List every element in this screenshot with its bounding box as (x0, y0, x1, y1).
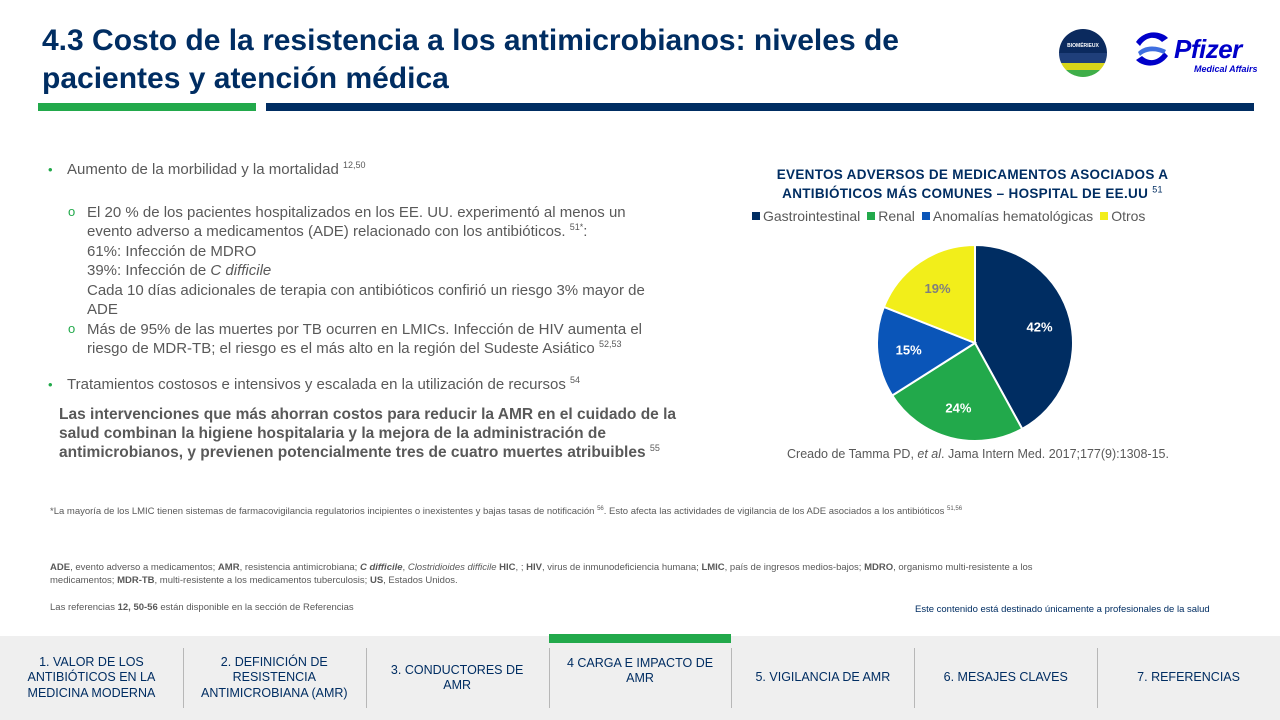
legend-label: Renal (878, 208, 915, 224)
legend-item: Gastrointestinal (752, 208, 860, 224)
pie-slice (882, 243, 976, 345)
legend-item: Otros (1100, 208, 1145, 224)
nav-tab-definicion[interactable]: 2. DEFINICIÓN DE RESISTENCIA ANTIMICROBI… (182, 636, 366, 720)
section-navigation: 1. VALOR DE LOS ANTIBIÓTICOS EN LA MEDIC… (0, 634, 1280, 720)
nav-tab-valor[interactable]: 1. VALOR DE LOS ANTIBIÓTICOS EN LA MEDIC… (27, 654, 156, 700)
bullet-item: Aumento de la morbilidad y la mortalidad… (48, 160, 698, 180)
legend-label: Anomalías hematológicas (932, 208, 1094, 224)
sub-bullet-group: El 20 % de los pacientes hospitalizados … (48, 202, 698, 359)
legend-swatch (867, 212, 876, 220)
pie-slice (890, 341, 1024, 442)
sub-bullet-item: El 20 % de los pacientes hospitalizados … (48, 202, 698, 320)
sub-bullet-item: Más de 95% de las muertes por TB ocurren… (48, 319, 698, 359)
abbreviations: ADE, evento adverso a medicamentos; AMR,… (50, 562, 1033, 586)
sub-bullet-line: Cada 10 días adicionales de terapia con … (87, 281, 645, 299)
pfizer-wordmark: Pfizer (1174, 34, 1242, 64)
bullet-ref: 54 (570, 374, 581, 385)
references-note: Las referencias 12, 50-56 están disponib… (50, 602, 354, 613)
sub-bullet-line: riesgo de MDR-TB; el riesgo es el más al… (87, 339, 622, 358)
title-line-2: pacientes y atención médica (42, 62, 449, 95)
chart-legend: Gastrointestinal Renal Anomalías hematológ… (752, 208, 1232, 224)
nav-tab-mensajes[interactable]: 6. MESAJES CLAVES (914, 636, 1097, 720)
key-message-line: Las intervenciones que más ahorran costo… (59, 406, 677, 423)
sub-bullet-line: evento adverso a medicamentos (ADE) rela… (87, 222, 588, 241)
pie-slice-label: 24% (945, 401, 971, 416)
sub-bullet-line: 39%: Infección de C difficile (87, 262, 272, 279)
pie-slice-label: 19% (925, 281, 951, 296)
nav-tab-referencias[interactable]: 7. REFERENCIAS (1097, 636, 1280, 720)
key-message: Las intervenciones que más ahorran costo… (59, 405, 709, 462)
legend-swatch (921, 212, 930, 220)
pfizer-helix-icon (1136, 32, 1168, 66)
sub-bullet-line: Más de 95% de las muertes por TB ocurren… (87, 320, 642, 338)
chart-title-line: EVENTOS ADVERSOS DE MEDICAMENTOS ASOCIAD… (776, 167, 1169, 182)
biomerieux-logo: BIOMÉRIEUX (1059, 29, 1107, 77)
legend-label: Gastrointestinal (763, 208, 861, 224)
pie-slice-label: 42% (1027, 319, 1053, 334)
legend-item: Renal (867, 208, 915, 224)
key-message-line: salud combinan la higiene hospitalaria y… (59, 425, 606, 442)
footnote: *La mayoría de los LMIC tienen sistemas … (50, 505, 963, 517)
title-divider-navy (266, 103, 1254, 111)
nav-tab-vigilancia[interactable]: 5. VIGILANCIA DE AMR (731, 636, 914, 720)
biomerieux-wordmark: BIOMÉRIEUX (1067, 41, 1099, 49)
nav-tab-conductores[interactable]: 3. CONDUCTORES DE AMR (365, 636, 549, 720)
nav-tab-carga-active[interactable]: 4 CARGA E IMPACTO DE AMR (548, 634, 732, 720)
pfizer-subtitle: Medical Affairs (1194, 64, 1258, 74)
bullet-list: Aumento de la morbilidad y la mortalidad… (48, 160, 698, 417)
sub-bullet-line: 61%: Infección de MDRO (87, 242, 257, 260)
sub-bullet-line: El 20 % de los pacientes hospitalizados … (87, 203, 626, 221)
legend-swatch (1100, 212, 1109, 220)
page-title: 4.3 Costo de la resistencia a los antimi… (42, 22, 1002, 98)
chart-source: Creado de Tamma PD, et al. Jama Intern M… (787, 447, 1169, 461)
pie-slice (876, 305, 978, 397)
bullet-text: Tratamientos costosos e intensivos y esc… (67, 375, 566, 393)
key-message-line: antimicrobianos, y previenen potencialme… (59, 442, 660, 461)
sub-bullet-line: ADE (87, 301, 118, 318)
bullet-ref: 12,50 (342, 160, 366, 170)
chart-title-line: ANTIBIÓTICOS MÁS COMUNES – HOSPITAL DE E… (782, 184, 1163, 201)
bullet-text: Aumento de la morbilidad y la mortalidad (67, 161, 339, 178)
chart-title: EVENTOS ADVERSOS DE MEDICAMENTOS ASOCIAD… (745, 165, 1200, 203)
legend-item: Anomalías hematológicas (921, 208, 1094, 224)
disclaimer: Este contenido está destinado únicamente… (915, 604, 1210, 615)
pie-slice-label: 15% (896, 342, 922, 357)
title-divider-green (38, 103, 256, 111)
title-line-1: 4.3 Costo de la resistencia a los antimi… (42, 24, 899, 57)
legend-label: Otros (1111, 208, 1146, 224)
pie-chart: 42% 24% 15% 19% (876, 243, 1074, 442)
pie-slice (974, 243, 1074, 431)
legend-swatch (752, 212, 760, 220)
pfizer-logo: Pfizer Medical Affairs (1132, 28, 1262, 76)
bullet-item: Tratamientos costosos e intensivos y esc… (48, 375, 698, 395)
